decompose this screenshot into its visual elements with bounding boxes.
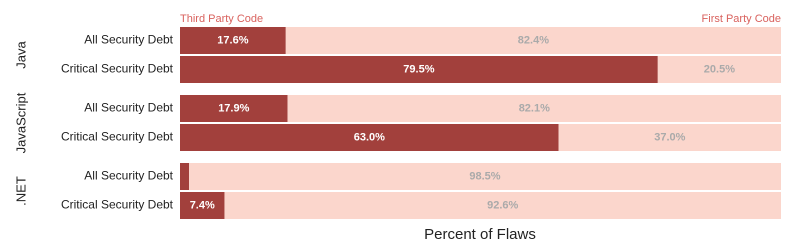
- bar-segment: [285, 27, 781, 54]
- category-label: All Security Debt: [84, 101, 173, 115]
- group-label: Java: [13, 41, 28, 69]
- value-label: 79.5%: [403, 63, 434, 75]
- category-label: Critical Security Debt: [61, 130, 174, 144]
- bar-segment: [180, 56, 658, 83]
- bar-segment: [180, 163, 190, 190]
- value-label: 17.6%: [217, 34, 248, 46]
- value-label: 92.6%: [487, 199, 518, 211]
- category-label: Critical Security Debt: [61, 62, 174, 76]
- group-label: JavaScript: [13, 92, 28, 153]
- bar-segment: [558, 124, 781, 151]
- legend-label: First Party Code: [702, 13, 781, 25]
- value-label: 82.1%: [519, 102, 550, 114]
- category-label: Critical Security Debt: [61, 198, 174, 212]
- value-label: 82.4%: [518, 34, 549, 46]
- value-label: 37.0%: [654, 131, 685, 143]
- bar-segment: [180, 124, 559, 151]
- bar-segment: [180, 95, 288, 122]
- category-label: All Security Debt: [84, 169, 173, 183]
- value-label: 63.0%: [354, 131, 385, 143]
- bar-segment: [287, 95, 781, 122]
- value-label: 20.5%: [704, 63, 735, 75]
- bar-segment: [180, 27, 286, 54]
- bar-segment: [180, 192, 225, 219]
- group-label: .NET: [13, 176, 28, 206]
- bar-segment: [189, 163, 781, 190]
- value-label: 17.9%: [218, 102, 249, 114]
- x-axis-label: Percent of Flaws: [424, 226, 536, 243]
- value-label: 98.5%: [469, 170, 500, 182]
- value-label: 7.4%: [190, 199, 215, 211]
- bar-segment: [657, 56, 781, 83]
- category-label: All Security Debt: [84, 33, 173, 47]
- bar-segment: [224, 192, 781, 219]
- legend-label: Third Party Code: [180, 13, 263, 25]
